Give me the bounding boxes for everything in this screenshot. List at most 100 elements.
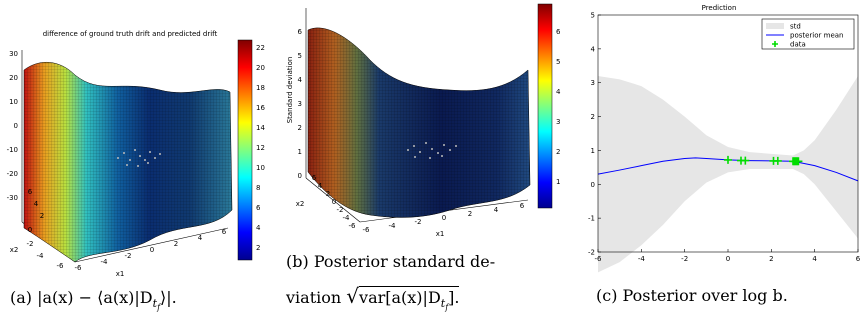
z-tick: 5 [298,52,302,60]
surface-plot-b: Standard deviation 6 5 4 3 2 1 0 6 4 2 [286,3,561,238]
z-tick: 0 [14,122,18,130]
x1-tick: 2 [174,240,178,248]
z-tick: 0 [298,172,302,180]
colorbar-tick: 4 [556,88,561,96]
x1-tick: -4 [101,258,109,266]
colorbar-ticks-b: 6 5 4 3 2 1 [556,28,561,186]
colorbar-tick: 14 [256,124,265,132]
x1-tick: -2 [415,218,422,226]
colorbar-tick: 1 [556,178,560,186]
colorbar-ticks-a: 22 20 18 16 14 12 10 8 6 4 2 [256,44,265,252]
x1-tick: 0 [150,246,154,254]
caption-b-line2-text: viation [286,288,342,307]
prediction-plot: Prediction -6 -4 -2 0 2 4 6 -2 -1 0 1 2 3 4 5 stdposter… [588,4,861,273]
x1-tick: -4 [389,222,397,230]
x-tick-label: 4 [812,255,817,263]
caption-b-math-end: ]. [448,288,460,307]
x2-tick: 4 [318,182,323,190]
z-tick: -30 [7,194,18,202]
colorbar-tick: 5 [556,58,560,66]
caption-a-end: ⟩|. [160,288,177,307]
sqrt-content: var[a(x)|Dtf]. [359,286,460,312]
z-ticks-a: 30 20 10 0 -10 -20 -30 [7,50,18,202]
y-tick-label: 1 [591,147,595,155]
x2-tick: 2 [40,212,44,220]
colorbar-tick: 6 [256,204,261,212]
colorbar-tick: 3 [556,118,560,126]
x2-tick: -2 [337,206,344,214]
legend-label: data [790,41,806,49]
x-tick-label: -4 [638,255,646,263]
legend-label: posterior mean [790,32,843,40]
panel-c: Prediction -6 -4 -2 0 2 4 6 -2 -1 0 1 2 3 4 5 std poster… [574,0,863,327]
x-tick-label: 6 [856,255,861,263]
plot-c-title: Prediction [702,4,737,12]
colorbar-tick: 6 [556,28,561,36]
x-tick-label: 0 [726,255,730,263]
colorbar-tick: 10 [256,164,265,172]
x1-tick: 6 [222,228,227,236]
y-tick-label: 5 [591,12,595,20]
caption-b-math: var[a(x)|D [359,288,441,307]
surface-mesh-b [308,27,530,218]
colorbar-tick: 12 [256,144,265,152]
x-tick-label: 2 [769,255,773,263]
caption-b-sub: t [440,297,446,311]
sqrt-symbol: √ [346,284,360,308]
legend-label: std [790,23,801,31]
z-tick: 20 [9,74,18,82]
x1-tick: -6 [75,264,83,272]
caption-b-line2: viation √var[a(x)|Dtf]. [286,284,460,312]
colorbar-tick: 2 [256,244,260,252]
x1-tick: 2 [468,210,472,218]
zlabel-b: Standard deviation [286,57,294,124]
z-tick: 4 [298,76,303,84]
colorbar-tick: 22 [256,44,265,52]
colorbar-tick: 2 [556,148,560,156]
colorbar-tick: 4 [256,224,261,232]
z-tick: 10 [9,98,18,106]
z-tick: 30 [9,50,18,58]
posterior-mean-line [597,157,859,182]
x2-ticks-a: 6 4 2 0 -2 -4 -6 [27,188,65,270]
x1-label-b: x1 [436,230,445,238]
x2-tick: -6 [57,262,65,270]
data-point [724,155,732,164]
data-point [773,156,782,165]
data-point [794,157,803,166]
y-tick-label: 3 [591,79,595,87]
x-tick-label: -2 [681,255,688,263]
caption-a: (a) |a(x) − ⟨a(x)|Dtf⟩|. [10,288,177,312]
x2-tick: 2 [326,190,330,198]
colorbar-b [537,3,553,209]
x1-label-a: x1 [116,270,125,278]
x2-tick: -4 [37,252,45,260]
y-tick-label: 0 [591,181,595,189]
x2-ticks-b: 6 4 2 0 -2 -4 -6 [312,174,356,230]
surface-mesh-a [24,62,232,262]
data-point [741,156,750,165]
colorbar-tick: 20 [256,64,265,72]
x2-tick: -6 [349,222,357,230]
panel-a: difference of ground truth drift and pre… [0,0,275,327]
x2-tick: -2 [27,240,34,248]
y-tick-label: -1 [588,215,595,223]
surface-plot-a: difference of ground truth drift and pre… [7,30,266,278]
colorbar-tick: 8 [256,184,260,192]
z-ticks-b: 6 5 4 3 2 1 0 [298,28,303,180]
colorbar-tick: 16 [256,104,265,112]
x2-tick: 6 [28,188,33,196]
caption-b-subsub: f [445,303,449,313]
y-tick-label: -2 [588,249,595,257]
z-tick: -10 [7,146,18,154]
x1-ticks-a: -6 -4 -2 0 2 4 6 [75,228,227,272]
legend-swatch-std [766,23,784,29]
data-markers-b [407,142,457,159]
x-tick-label: -6 [595,255,603,263]
x1-ticks-b: -6 -4 -2 0 2 4 6 [363,202,525,234]
x1-tick: 0 [442,214,446,222]
x1-tick: -6 [363,226,371,234]
plot-a-title: difference of ground truth drift and pre… [43,30,218,38]
x2-tick: 4 [34,200,39,208]
x2-label-b: x2 [296,200,305,208]
